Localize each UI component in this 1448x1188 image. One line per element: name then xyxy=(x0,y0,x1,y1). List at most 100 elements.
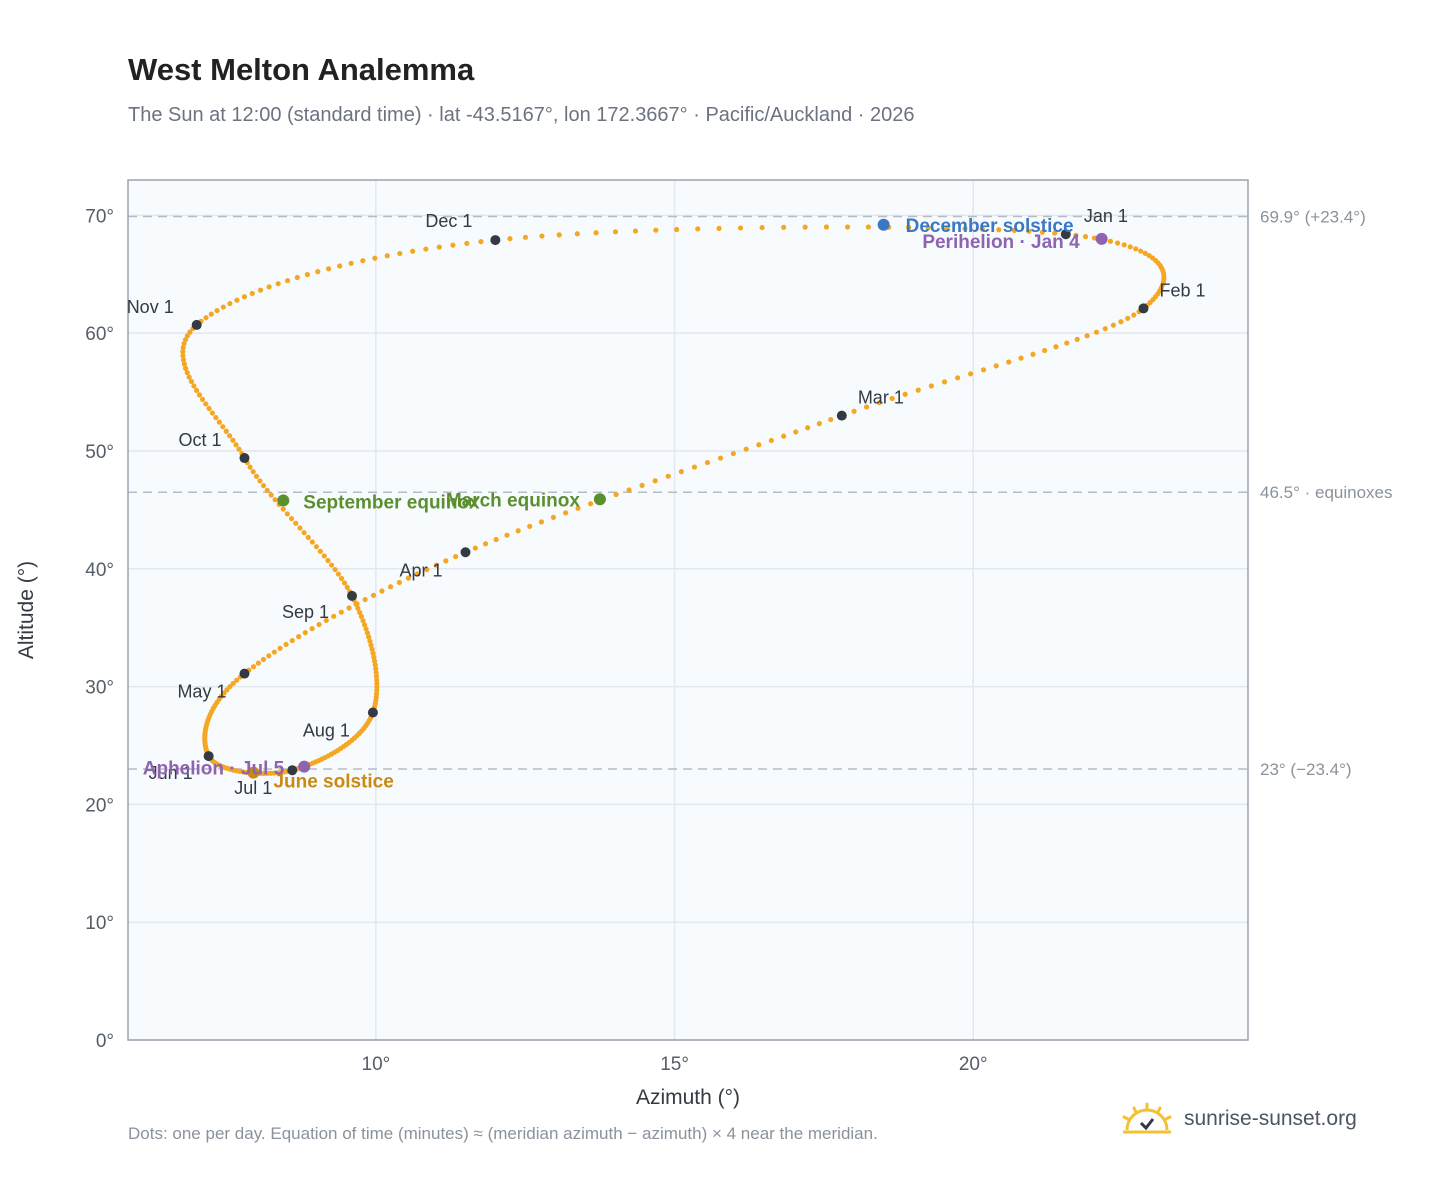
x-tick-label: 15° xyxy=(660,1054,689,1075)
day-dot xyxy=(234,677,240,683)
day-dot xyxy=(889,395,895,402)
day-dot xyxy=(1131,312,1137,318)
brand[interactable]: sunrise-sunset.org xyxy=(1120,1102,1357,1136)
day-dot xyxy=(954,375,961,381)
day-dot xyxy=(186,374,192,380)
day-dot xyxy=(220,424,226,430)
day-dot xyxy=(574,231,580,237)
day-dot xyxy=(181,340,187,347)
day-dot xyxy=(410,248,416,254)
day-dot xyxy=(335,571,342,577)
day-dot xyxy=(1133,246,1139,252)
day-dot xyxy=(250,664,257,670)
day-dot xyxy=(397,250,403,257)
day-dot xyxy=(294,274,300,281)
day-dot xyxy=(284,277,291,284)
month-marker-label: Jul 1 xyxy=(234,778,272,798)
day-dot xyxy=(1125,315,1131,321)
day-dot xyxy=(1006,359,1012,365)
day-dot xyxy=(368,642,374,648)
day-dot xyxy=(323,617,329,624)
month-marker-label: Apr 1 xyxy=(399,560,442,580)
day-dot xyxy=(1127,244,1133,250)
day-dot xyxy=(372,255,378,261)
day-dot xyxy=(230,680,236,687)
day-dot xyxy=(979,226,985,232)
x-tick-label: 10° xyxy=(362,1054,391,1075)
day-dot xyxy=(305,534,311,540)
sun-logo-icon xyxy=(1122,1102,1172,1134)
day-dot xyxy=(968,371,974,377)
plot-area xyxy=(128,180,1248,1040)
day-dot xyxy=(865,224,871,230)
month-marker-dot xyxy=(460,547,471,558)
day-dot xyxy=(316,621,322,628)
day-dot xyxy=(348,260,354,266)
day-dot xyxy=(288,515,295,522)
event-dot xyxy=(593,493,606,506)
day-dot xyxy=(344,584,350,590)
month-marker-dot xyxy=(287,765,298,776)
day-dot xyxy=(293,520,299,526)
day-dot xyxy=(223,428,229,434)
day-dot xyxy=(405,575,411,581)
day-dot xyxy=(280,506,286,512)
month-marker-label: Dec 1 xyxy=(425,211,472,231)
day-dot xyxy=(338,575,345,582)
day-dot xyxy=(1102,326,1108,332)
day-dot xyxy=(805,425,811,431)
y-tick-label: 10° xyxy=(85,913,114,934)
day-dot xyxy=(371,658,378,664)
day-dot xyxy=(851,408,857,414)
day-dot xyxy=(759,224,765,231)
month-marker-dot xyxy=(239,668,250,679)
day-dot xyxy=(360,258,366,264)
event-label: September equinox xyxy=(303,492,480,513)
day-dot xyxy=(717,455,724,461)
day-dot xyxy=(993,363,999,369)
month-marker-label: Nov 1 xyxy=(127,297,174,317)
day-dot xyxy=(247,464,253,470)
day-dot xyxy=(184,333,190,339)
reference-line-label: 69.9° (+23.4°) xyxy=(1260,208,1366,227)
day-dot xyxy=(275,281,281,287)
day-dot xyxy=(1114,240,1121,246)
day-dot xyxy=(196,392,203,398)
day-dot xyxy=(302,630,308,636)
day-dot xyxy=(575,505,581,511)
day-dot xyxy=(183,365,189,371)
day-dot xyxy=(665,473,671,479)
day-dot xyxy=(369,646,375,652)
day-dot xyxy=(781,224,787,230)
y-tick-label: 30° xyxy=(85,678,114,699)
event-label: Perihelion · Jan 4 xyxy=(922,232,1080,253)
day-dot xyxy=(730,450,736,457)
day-dot xyxy=(366,634,372,640)
day-dot xyxy=(304,271,310,278)
day-dot xyxy=(236,446,242,452)
day-dot xyxy=(1084,333,1090,339)
y-axis-label: Altitude (°) xyxy=(15,561,38,659)
day-dot xyxy=(370,650,376,656)
day-dot xyxy=(260,483,267,489)
day-dot xyxy=(716,225,722,231)
day-dot xyxy=(367,638,373,644)
day-dot xyxy=(361,622,368,628)
day-dot xyxy=(902,391,908,397)
event-label: Aphelion · Jul 5 xyxy=(143,759,285,780)
day-dot xyxy=(296,634,302,640)
day-dot xyxy=(317,548,323,554)
y-tick-label: 70° xyxy=(85,206,114,227)
day-dot xyxy=(802,224,808,230)
day-dot xyxy=(1042,347,1048,354)
day-dot xyxy=(184,370,190,376)
day-dot xyxy=(372,662,378,668)
event-label: March equinox xyxy=(446,490,581,511)
day-dot xyxy=(1052,230,1058,236)
reference-line-label: 46.5° · equinoxes xyxy=(1260,483,1393,502)
day-dot xyxy=(220,304,226,310)
month-marker-label: Sep 1 xyxy=(282,602,329,622)
day-dot xyxy=(264,487,270,493)
reference-line-label: 23° (−23.4°) xyxy=(1260,760,1352,779)
day-dot xyxy=(1118,319,1124,325)
